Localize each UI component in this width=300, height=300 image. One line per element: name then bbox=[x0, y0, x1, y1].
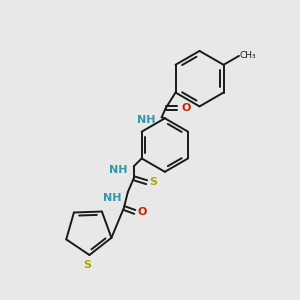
Text: NH: NH bbox=[103, 193, 122, 203]
Text: NH: NH bbox=[109, 165, 128, 175]
Text: S: S bbox=[150, 177, 158, 187]
Text: O: O bbox=[182, 103, 191, 113]
Text: NH: NH bbox=[137, 115, 156, 125]
Text: S: S bbox=[83, 260, 92, 270]
Text: CH₃: CH₃ bbox=[240, 51, 256, 60]
Text: O: O bbox=[138, 207, 147, 217]
